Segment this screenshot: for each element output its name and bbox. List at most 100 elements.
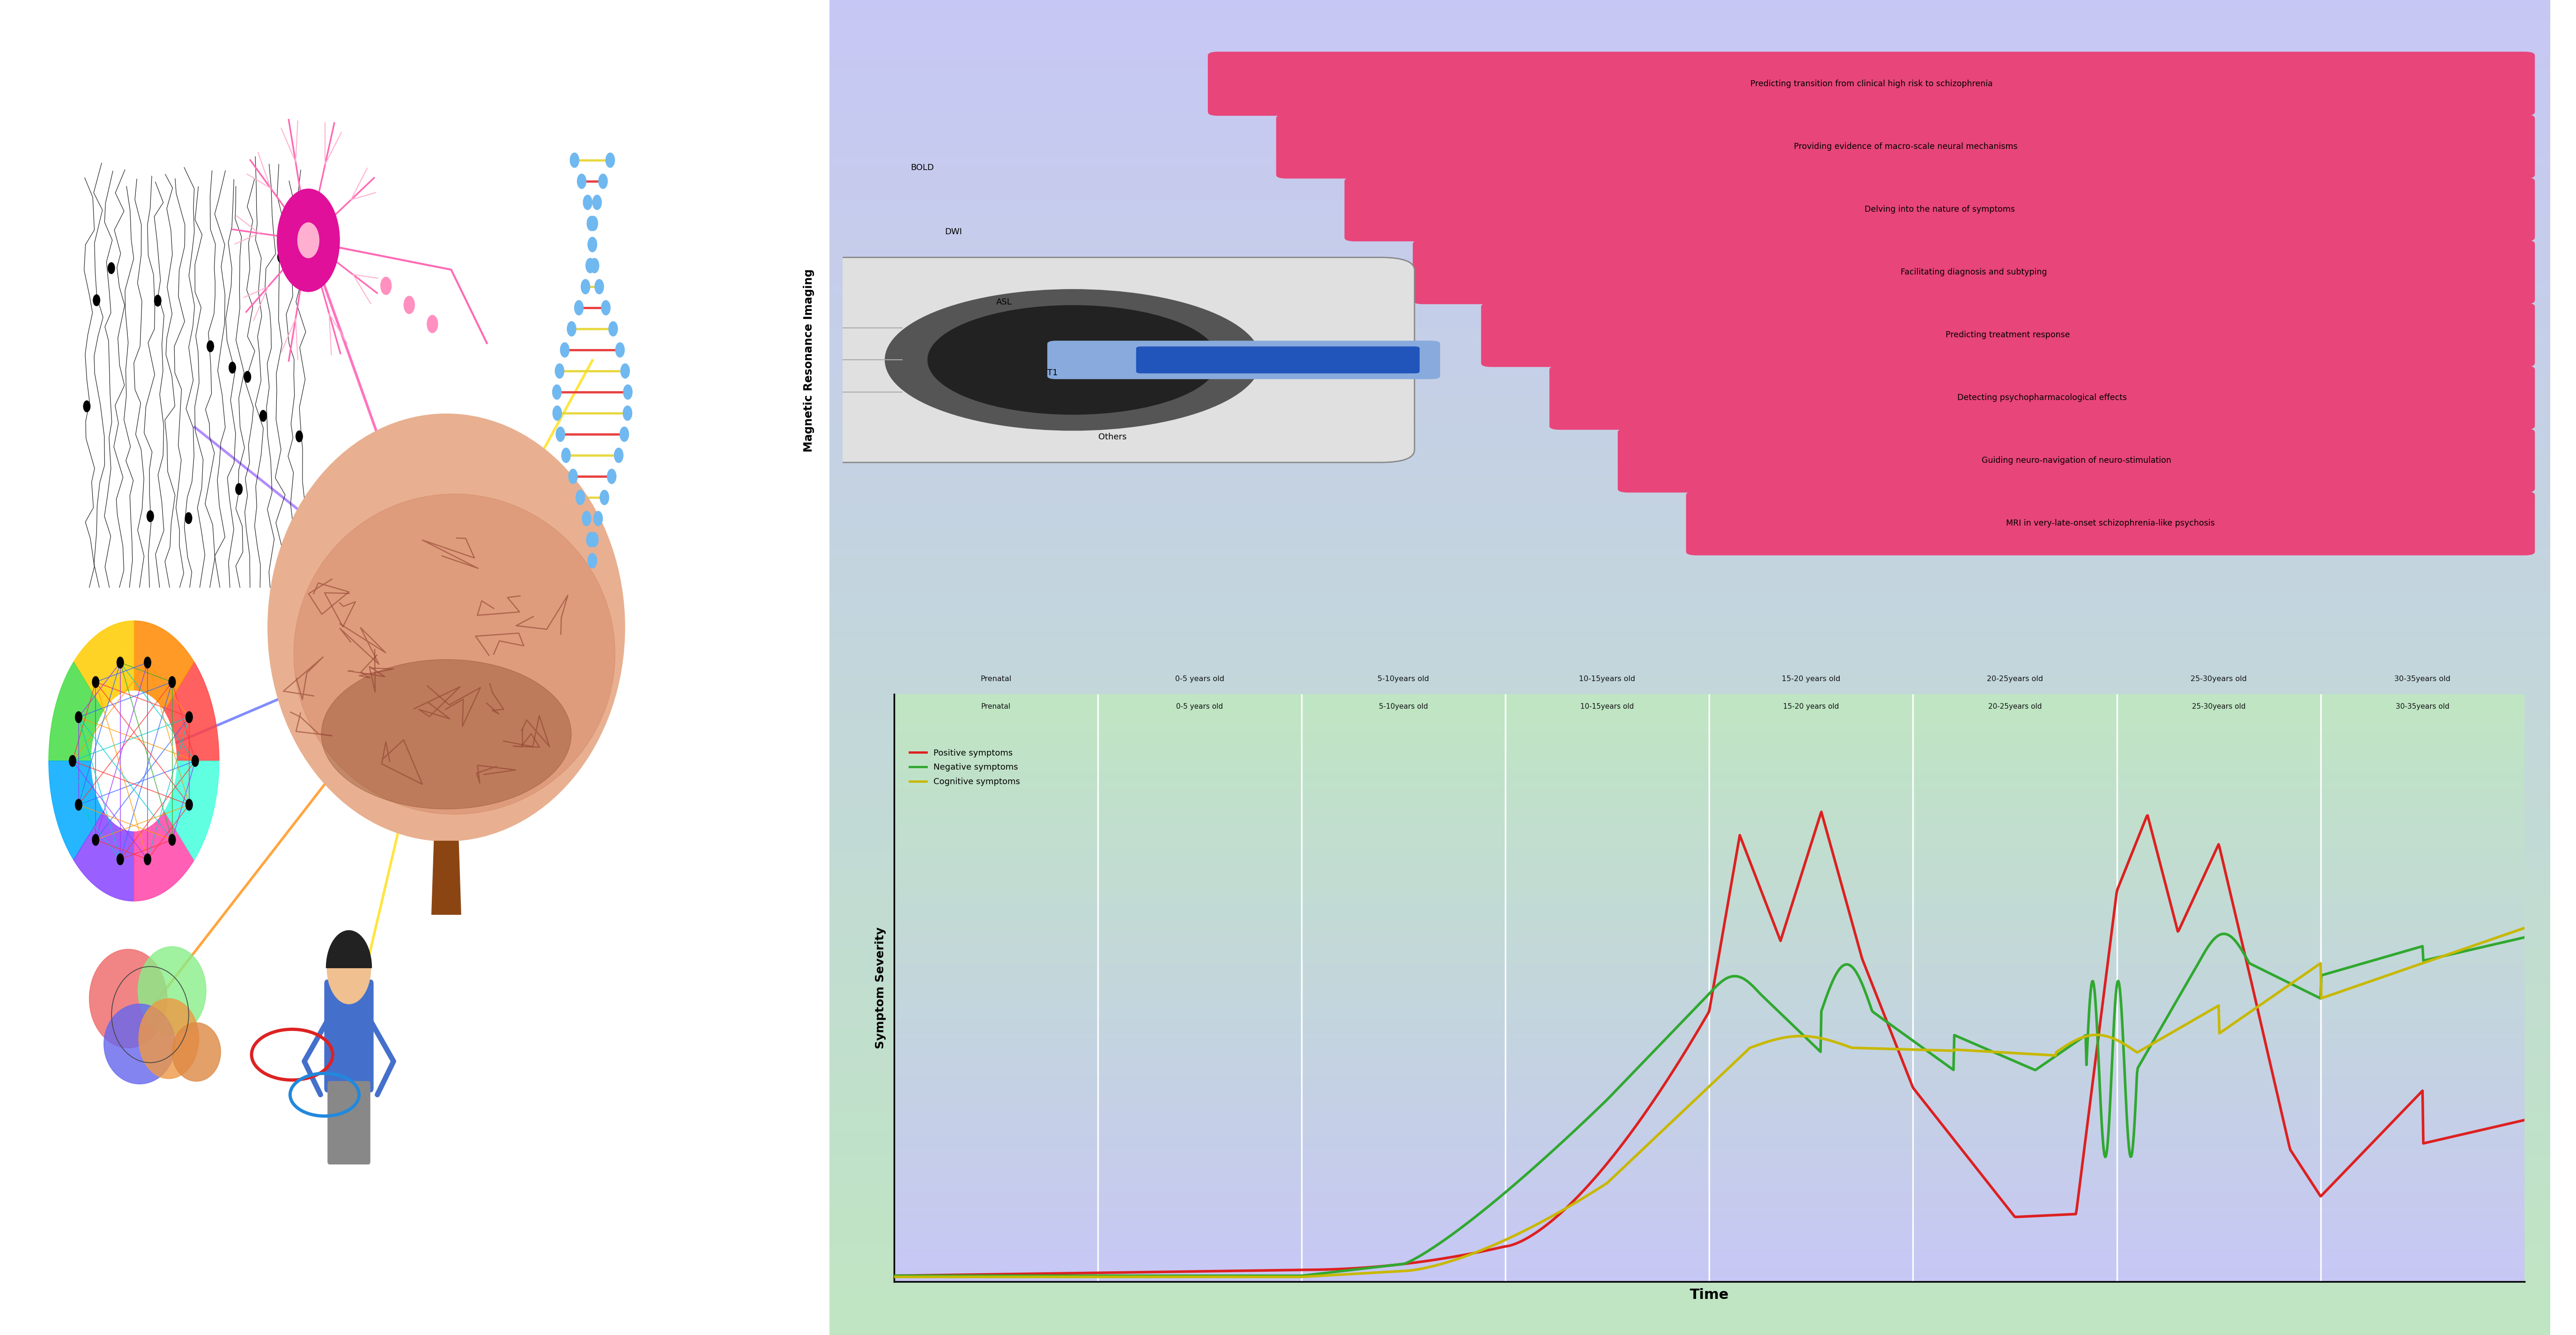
Text: Providing evidence of macro-scale neural mechanisms: Providing evidence of macro-scale neural… [1793, 143, 2017, 151]
Bar [894, 782, 2524, 785]
Bar [894, 1262, 2524, 1264]
Bar [829, 271, 2550, 276]
Bar [894, 991, 2524, 993]
Bar [894, 824, 2524, 826]
Y-axis label: Symptom Severity: Symptom Severity [876, 926, 886, 1049]
Bar [829, 481, 2550, 485]
Bar [894, 1108, 2524, 1111]
Bar [829, 1125, 2550, 1131]
Bar [894, 850, 2524, 853]
Bar [829, 1215, 2550, 1219]
Bar [894, 1159, 2524, 1161]
Bar [829, 316, 2550, 320]
Bar [829, 547, 2550, 551]
Bar [829, 1308, 2550, 1312]
Bar [829, 557, 2550, 561]
Bar [829, 805, 2550, 810]
Circle shape [605, 154, 616, 168]
Bar [829, 13, 2550, 17]
Bar [829, 864, 2550, 868]
FancyBboxPatch shape [1048, 340, 1440, 379]
Bar [894, 1100, 2524, 1103]
Bar [894, 949, 2524, 953]
Circle shape [595, 279, 603, 294]
Bar [829, 423, 2550, 427]
Bar [894, 905, 2524, 909]
Circle shape [93, 677, 98, 688]
Bar [829, 356, 2550, 360]
Circle shape [82, 400, 90, 413]
Circle shape [185, 800, 193, 810]
Bar [829, 44, 2550, 49]
Bar [894, 909, 2524, 912]
Bar [894, 697, 2524, 700]
Bar [829, 890, 2550, 894]
Circle shape [75, 712, 82, 722]
Bar [829, 690, 2550, 694]
Bar [894, 1272, 2524, 1276]
Bar [829, 1139, 2550, 1144]
Bar [829, 654, 2550, 658]
Bar [894, 973, 2524, 976]
Bar [829, 280, 2550, 284]
Bar [894, 726, 2524, 729]
Bar [894, 758, 2524, 762]
Bar [829, 1242, 2550, 1246]
Bar [894, 1196, 2524, 1199]
Bar [829, 984, 2550, 988]
Text: 20-25years old: 20-25years old [1989, 704, 2043, 710]
Bar [829, 1104, 2550, 1108]
Bar [829, 792, 2550, 797]
Bar [894, 765, 2524, 768]
Bar [829, 1326, 2550, 1331]
Circle shape [600, 300, 611, 315]
FancyBboxPatch shape [1481, 303, 2535, 367]
Circle shape [582, 195, 592, 210]
Bar [894, 1037, 2524, 1041]
Bar [894, 1238, 2524, 1240]
Bar [829, 814, 2550, 818]
Bar [894, 961, 2524, 964]
Bar [829, 1197, 2550, 1202]
Bar [894, 1020, 2524, 1023]
Bar [894, 694, 2524, 697]
Bar [829, 116, 2550, 120]
Bar [894, 814, 2524, 817]
Bar [829, 507, 2550, 511]
FancyBboxPatch shape [327, 1081, 371, 1164]
Bar [894, 944, 2524, 947]
Bar [829, 9, 2550, 13]
Bar [829, 196, 2550, 200]
Bar [829, 427, 2550, 431]
Circle shape [90, 692, 178, 830]
Bar [894, 806, 2524, 809]
Bar [894, 1088, 2524, 1091]
Bar [829, 400, 2550, 405]
Bar [829, 458, 2550, 463]
Bar [829, 53, 2550, 57]
Bar [829, 1091, 2550, 1095]
Bar [829, 276, 2550, 280]
Bar [829, 845, 2550, 850]
Bar [829, 134, 2550, 138]
Bar [894, 1228, 2524, 1232]
Bar [829, 734, 2550, 738]
Circle shape [404, 296, 415, 314]
Bar [829, 1099, 2550, 1104]
Bar [894, 821, 2524, 824]
Bar [829, 583, 2550, 587]
Bar [829, 1045, 2550, 1051]
Bar [894, 993, 2524, 997]
Bar [894, 932, 2524, 934]
Bar [894, 1193, 2524, 1196]
Bar [829, 872, 2550, 877]
Circle shape [327, 932, 371, 1004]
Circle shape [554, 406, 562, 421]
Bar [894, 1152, 2524, 1155]
FancyBboxPatch shape [732, 258, 1414, 462]
Circle shape [569, 469, 577, 483]
Circle shape [296, 431, 301, 442]
Bar [894, 885, 2524, 888]
Bar [894, 844, 2524, 846]
Bar [894, 1279, 2524, 1282]
